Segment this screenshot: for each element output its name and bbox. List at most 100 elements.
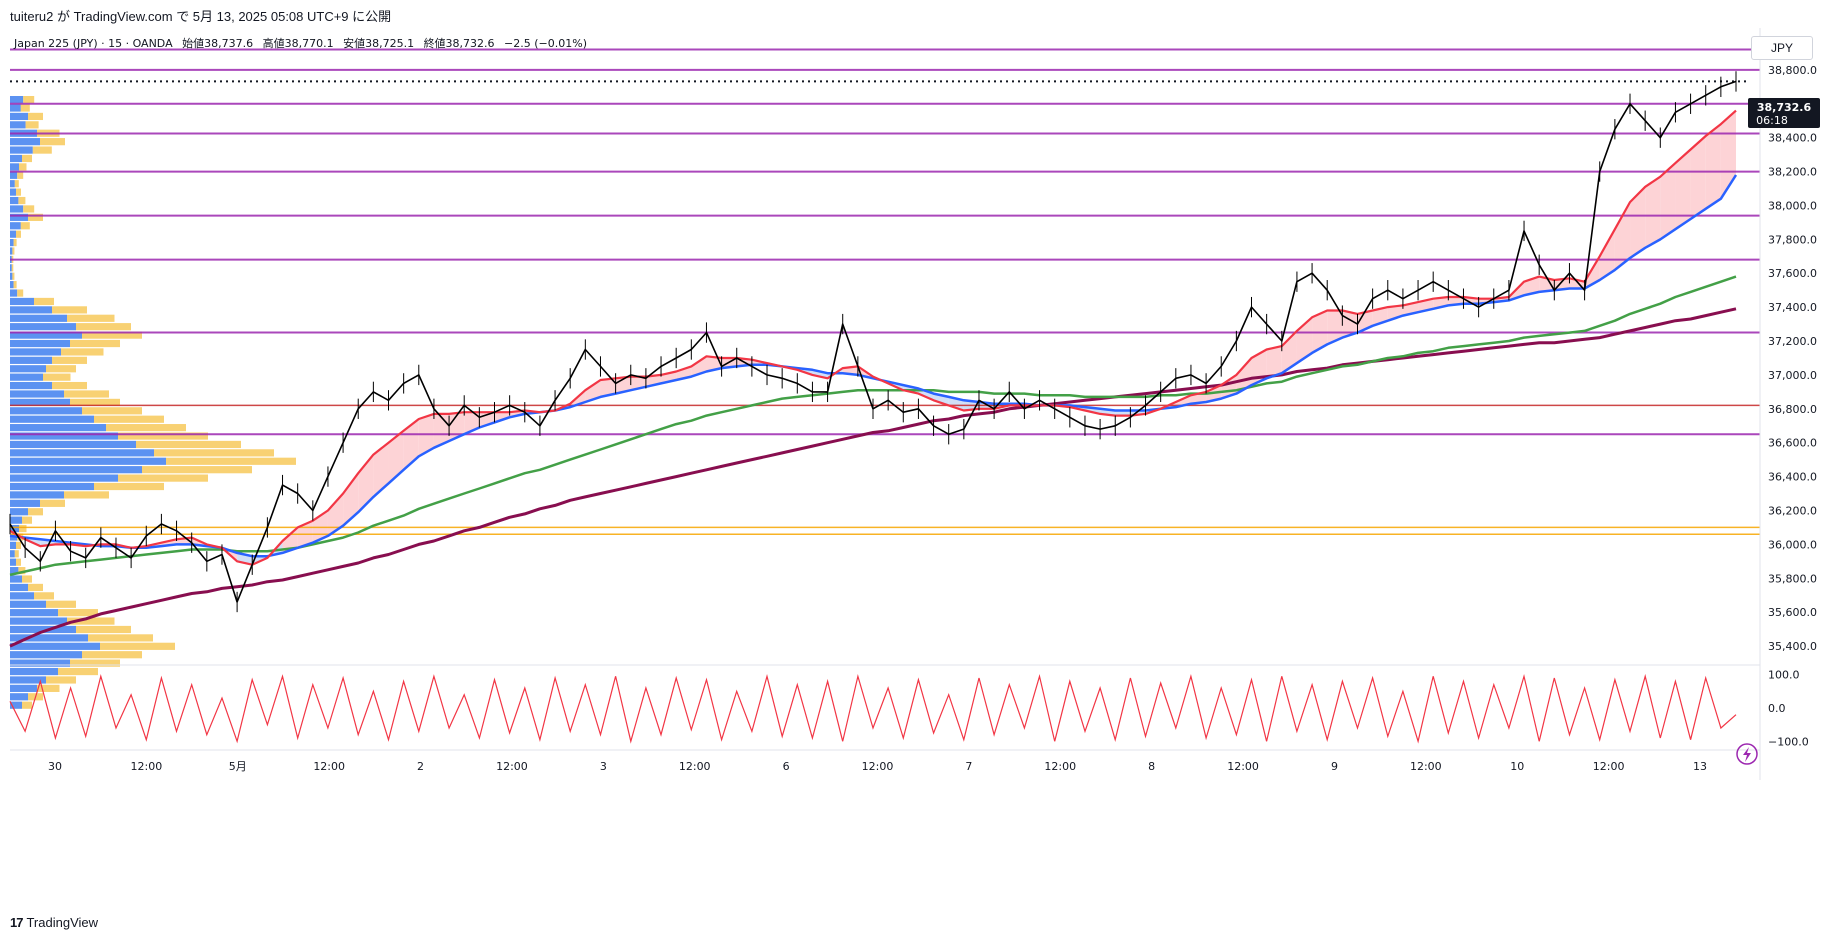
volume-profile-bar-up bbox=[10, 238, 14, 247]
volume-profile-bar-up bbox=[10, 163, 19, 171]
volume-profile-bar-up bbox=[10, 625, 76, 634]
volume-profile-bar-up bbox=[10, 180, 15, 188]
volume-profile-bar-down bbox=[43, 373, 71, 381]
volume-profile-bar-down bbox=[28, 508, 43, 516]
volume-profile-bar-down bbox=[13, 281, 17, 289]
time-tick-label: 2 bbox=[417, 760, 424, 773]
volume-profile-bar-down bbox=[16, 230, 21, 238]
volume-profile-bar-up bbox=[10, 272, 13, 280]
volume-profile-bar-up bbox=[10, 196, 19, 205]
volume-profile-bar-up bbox=[10, 356, 52, 364]
ema-fill-area bbox=[10, 110, 1736, 565]
volume-profile-bar-down bbox=[136, 440, 241, 449]
volume-profile-bar-up bbox=[10, 331, 82, 339]
time-tick-label: 10 bbox=[1510, 760, 1524, 773]
volume-profile-bar-down bbox=[14, 550, 19, 558]
volume-profile-bar-up bbox=[10, 567, 19, 575]
volume-profile-bar-up bbox=[10, 516, 22, 524]
volume-profile-bar-down bbox=[17, 171, 24, 179]
ema-fill-segment bbox=[1327, 310, 1343, 345]
volume-profile-bar-down bbox=[19, 163, 27, 171]
volume-profile-bar-up bbox=[10, 659, 70, 667]
price-tick-label: 35,800.0 bbox=[1768, 572, 1817, 585]
publish-header: tuiteru2 が TradingView.com で 5月 13, 2025… bbox=[10, 9, 392, 24]
price-tick-label: 37,200.0 bbox=[1768, 335, 1817, 348]
legend-change: −2.5 (−0.01%) bbox=[504, 37, 587, 50]
volume-profile-bar-up bbox=[10, 339, 70, 348]
volume-profile-bar-down bbox=[76, 625, 131, 634]
chart-canvas[interactable]: 38,800.038,600.038,400.038,200.038,000.0… bbox=[0, 28, 1835, 910]
time-tick-label: 12:00 bbox=[1044, 760, 1076, 773]
volume-profile-bar-down bbox=[11, 264, 14, 272]
volume-profile-bar-down bbox=[61, 348, 104, 356]
volume-profile-bar-up bbox=[10, 524, 19, 533]
volume-profile-bar-down bbox=[70, 339, 120, 348]
volume-profile-bar-up bbox=[10, 407, 82, 415]
ema-fill-segment bbox=[388, 430, 404, 484]
ema-fill-segment bbox=[327, 493, 344, 536]
volume-profile-bar-up bbox=[10, 390, 64, 398]
volume-profile-bar-down bbox=[25, 121, 39, 129]
volume-profile-bar-up bbox=[10, 684, 37, 692]
ema-fill-segment bbox=[600, 378, 616, 397]
volume-profile-bar-up bbox=[10, 508, 28, 516]
oscillator-panel bbox=[9, 673, 1737, 744]
volume-profile-bar-up bbox=[10, 432, 118, 440]
volume-profile-bar-up bbox=[10, 642, 100, 650]
ema-fill-segment bbox=[1539, 276, 1555, 292]
price-series bbox=[9, 71, 1738, 648]
price-tick-label: 38,200.0 bbox=[1768, 166, 1817, 179]
currency-button[interactable]: JPY bbox=[1751, 36, 1813, 60]
time-tick-label: 13 bbox=[1693, 760, 1707, 773]
ema-fill-segment bbox=[1236, 357, 1252, 394]
volume-profile-bar-up bbox=[10, 348, 61, 356]
price-tick-label: 37,400.0 bbox=[1768, 301, 1817, 314]
price-tag-countdown: 06:18 bbox=[1756, 114, 1788, 127]
volume-profile-bar-up bbox=[10, 213, 28, 221]
volume-profile-bar-down bbox=[166, 457, 296, 465]
volume-profile-bar-up bbox=[10, 121, 26, 129]
volume-profile bbox=[10, 96, 296, 709]
legend-close: 終値38,732.6 bbox=[423, 37, 495, 50]
price-tick-label: 36,800.0 bbox=[1768, 403, 1817, 416]
volume-profile-bar-up bbox=[10, 651, 82, 659]
price-tick-label: 37,000.0 bbox=[1768, 369, 1817, 382]
volume-profile-bar-down bbox=[16, 188, 21, 196]
volume-profile-bar-down bbox=[52, 356, 87, 364]
volume-profile-bar-down bbox=[46, 600, 76, 608]
ema-fast-line bbox=[9, 109, 1737, 566]
volume-profile-bar-up bbox=[10, 609, 58, 617]
volume-profile-bar-up bbox=[10, 381, 52, 390]
volume-profile-bar-up bbox=[10, 575, 22, 583]
price-tick-label: 35,400.0 bbox=[1768, 640, 1817, 653]
volume-profile-bar-down bbox=[70, 398, 120, 407]
tradingview-logo-icon: 17 bbox=[10, 915, 24, 930]
volume-profile-bar-down bbox=[58, 609, 98, 617]
volume-profile-bar-down bbox=[28, 112, 43, 121]
volume-profile-bar-up bbox=[10, 373, 43, 381]
volume-profile-bar-up bbox=[10, 323, 76, 331]
ema-fill-segment bbox=[1554, 278, 1570, 291]
volume-profile-bar-down bbox=[18, 567, 26, 575]
price-tick-label: 38,400.0 bbox=[1768, 132, 1817, 145]
time-tick-label: 12:00 bbox=[679, 760, 711, 773]
price-tag-value: 38,732.6 bbox=[1757, 101, 1812, 114]
volume-profile-bar-down bbox=[46, 365, 76, 373]
volume-profile-bar-up bbox=[10, 398, 70, 407]
volume-profile-bar-down bbox=[22, 154, 32, 163]
tradingview-brand[interactable]: 17 TradingView bbox=[10, 915, 98, 930]
volume-profile-bar-up bbox=[10, 676, 46, 684]
price-tick-label: 36,000.0 bbox=[1768, 538, 1817, 551]
ema-fill-segment bbox=[1705, 124, 1721, 209]
volume-profile-bar-up bbox=[10, 112, 28, 121]
price-tick-label: 37,600.0 bbox=[1768, 267, 1817, 280]
price-tag: 38,732.6 06:18 bbox=[1748, 98, 1820, 128]
volume-profile-bar-up bbox=[10, 297, 34, 306]
volume-profile-bar-down bbox=[28, 213, 43, 221]
volume-profile-bar-up bbox=[10, 138, 40, 146]
price-tick-label: 36,200.0 bbox=[1768, 504, 1817, 517]
volume-profile-bar-down bbox=[17, 289, 24, 297]
bolt-icon[interactable] bbox=[1736, 743, 1758, 765]
volume-profile-bar-down bbox=[118, 474, 208, 482]
time-tick-label: 12:00 bbox=[1227, 760, 1259, 773]
